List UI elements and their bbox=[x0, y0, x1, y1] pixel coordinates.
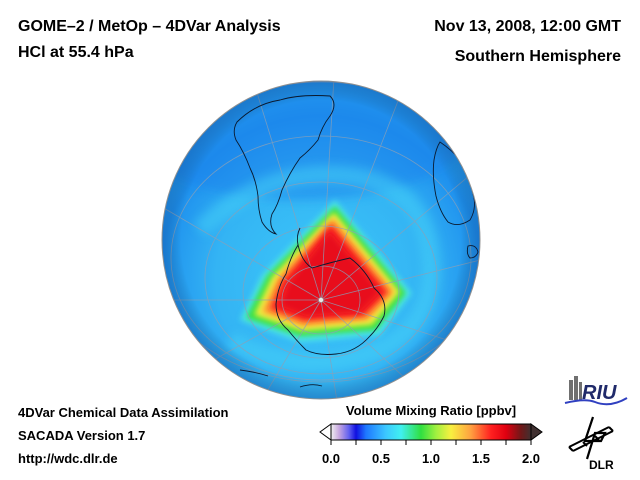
dlr-logo-text: DLR bbox=[589, 458, 614, 472]
riu-logo: RIU bbox=[564, 376, 628, 406]
colorbar-gradient bbox=[330, 423, 532, 441]
footer-line-2: SACADA Version 1.7 bbox=[18, 428, 146, 443]
title-line-2: HCl at 55.4 hPa bbox=[18, 44, 134, 61]
logo-group: RIU DLR bbox=[564, 376, 628, 472]
riu-wave-icon bbox=[564, 397, 628, 406]
riu-logo-text: RIU bbox=[582, 382, 617, 404]
footer-line-1: 4DVar Chemical Data Assimilation bbox=[18, 405, 229, 420]
colorbar-tick-label: 0.0 bbox=[321, 451, 341, 466]
title-line-1: GOME–2 / MetOp – 4DVar Analysis bbox=[18, 18, 281, 35]
colorbar-tick-label: 0.5 bbox=[371, 451, 391, 466]
dlr-logo: DLR bbox=[568, 416, 614, 472]
footer-link[interactable]: http://wdc.dlr.de bbox=[18, 451, 118, 466]
globe-outline bbox=[161, 80, 481, 400]
riu-tower-icon bbox=[569, 380, 573, 400]
colorbar-tick-label: 2.0 bbox=[521, 451, 541, 466]
colorbar-extend-min bbox=[319, 423, 332, 441]
region-label: Southern Hemisphere bbox=[454, 48, 621, 65]
colorbar-tick-label: 1.5 bbox=[471, 451, 491, 466]
globe-shading bbox=[162, 81, 480, 399]
date-label: Nov 13, 2008, 12:00 GMT bbox=[434, 18, 621, 35]
colorbar bbox=[319, 423, 543, 445]
colorbar-tick-label: 1.0 bbox=[421, 451, 441, 466]
south-pole-marker bbox=[318, 297, 324, 303]
colorbar-extend-max bbox=[530, 423, 543, 441]
colorbar-title: Volume Mixing Ratio [ppbv] bbox=[345, 403, 517, 418]
